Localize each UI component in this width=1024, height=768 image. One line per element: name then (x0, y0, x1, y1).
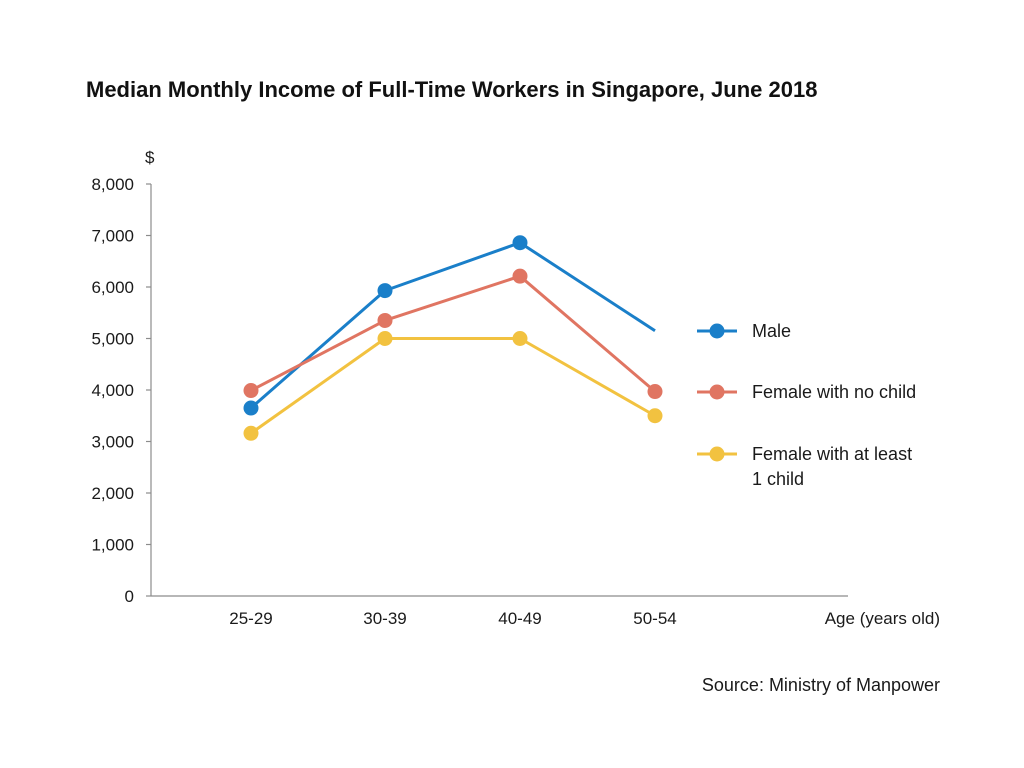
y-tick-label: 7,000 (91, 227, 134, 246)
legend-marker (709, 446, 725, 462)
series-line (250, 241, 656, 410)
legend-marker (709, 384, 725, 400)
legend-label: 1 child (752, 469, 804, 489)
data-point (512, 268, 528, 284)
x-tick-label: 25-29 (229, 609, 272, 628)
y-tick-label: 6,000 (91, 278, 134, 297)
y-tick-label: 8,000 (91, 175, 134, 194)
y-tick-label: 4,000 (91, 381, 134, 400)
chart-title: Median Monthly Income of Full-Time Worke… (86, 77, 817, 102)
legend-marker (709, 323, 725, 339)
legend-label: Male (752, 321, 791, 341)
series-2 (243, 331, 663, 441)
legend-label: Female with no child (752, 382, 916, 402)
data-point (243, 400, 259, 416)
data-point (512, 331, 528, 346)
legend-item: Male (697, 321, 791, 341)
data-point (377, 283, 393, 299)
data-point (377, 331, 393, 346)
x-axis-label: Age (years old) (825, 609, 940, 628)
data-point (243, 383, 259, 399)
y-axis-unit-label: $ (145, 148, 155, 167)
y-tick-label: 0 (125, 587, 134, 606)
series-line (250, 337, 656, 435)
axes: 0 1,000 2,000 3,000 4,000 5,000 6,000 7,000 8,00… (91, 175, 848, 628)
data-point (647, 384, 663, 400)
x-tick-label: 40-49 (498, 609, 541, 628)
legend-label: Female with at least (752, 444, 912, 464)
series-line (250, 274, 656, 393)
legend: Male Female with no child Female with at l… (697, 321, 916, 489)
data-point (377, 312, 393, 328)
y-tick-label: 5,000 (91, 330, 134, 349)
x-tick-label: 30-39 (363, 609, 406, 628)
series-lines (243, 235, 663, 441)
y-tick-label: 2,000 (91, 484, 134, 503)
y-tick-label: 1,000 (91, 536, 134, 555)
data-point (647, 408, 663, 424)
legend-item: Female with at least 1 child (697, 444, 912, 489)
data-point (243, 425, 259, 441)
series-0 (243, 235, 656, 416)
series-1 (243, 268, 663, 400)
y-tick-label: 3,000 (91, 433, 134, 452)
x-tick-label: 50-54 (633, 609, 676, 628)
source-note: Source: Ministry of Manpower (702, 675, 940, 695)
data-point (512, 235, 528, 251)
legend-item: Female with no child (697, 382, 916, 402)
